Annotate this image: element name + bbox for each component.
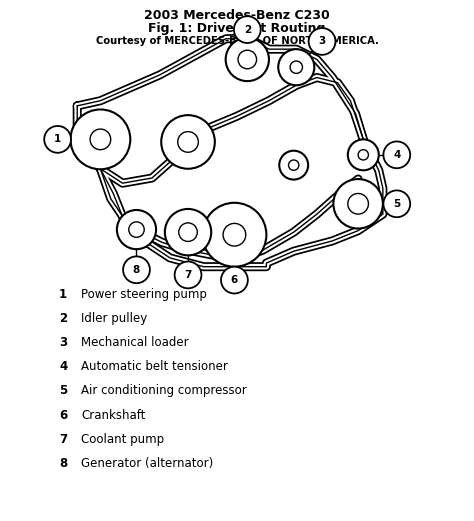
Circle shape — [226, 38, 269, 81]
Circle shape — [234, 16, 261, 43]
Circle shape — [174, 262, 201, 288]
Text: 5: 5 — [59, 384, 67, 398]
Circle shape — [348, 140, 379, 170]
Text: Generator (alternator): Generator (alternator) — [82, 457, 214, 470]
Text: 4: 4 — [59, 360, 67, 373]
Text: 3: 3 — [319, 36, 326, 46]
Text: 8: 8 — [133, 265, 140, 275]
Text: 5: 5 — [393, 199, 401, 209]
Text: 7: 7 — [59, 433, 67, 446]
Circle shape — [71, 109, 130, 169]
Text: 8: 8 — [59, 457, 67, 470]
Circle shape — [279, 151, 308, 180]
Circle shape — [123, 256, 150, 283]
Circle shape — [383, 190, 410, 217]
Circle shape — [202, 203, 266, 267]
Text: Power steering pump: Power steering pump — [82, 288, 207, 301]
Text: Crankshaft: Crankshaft — [82, 408, 146, 421]
Circle shape — [309, 28, 336, 55]
Text: 7: 7 — [184, 270, 191, 280]
Text: 6: 6 — [59, 408, 67, 421]
Text: Automatic belt tensioner: Automatic belt tensioner — [82, 360, 228, 373]
Circle shape — [333, 179, 383, 229]
Text: Idler pulley: Idler pulley — [82, 312, 147, 325]
Circle shape — [117, 210, 156, 249]
Text: 1: 1 — [59, 288, 67, 301]
Text: 2: 2 — [244, 24, 251, 34]
Text: Fig. 1: Drive Belt Routing: Fig. 1: Drive Belt Routing — [148, 22, 326, 35]
Circle shape — [161, 115, 215, 169]
Text: 6: 6 — [231, 275, 238, 285]
Circle shape — [383, 141, 410, 168]
Circle shape — [221, 267, 248, 293]
Text: 3: 3 — [59, 336, 67, 349]
Circle shape — [165, 209, 211, 255]
Text: 2003 Mercedes-Benz C230: 2003 Mercedes-Benz C230 — [144, 9, 330, 22]
Circle shape — [278, 49, 314, 85]
Text: Coolant pump: Coolant pump — [82, 433, 164, 446]
Text: Air conditioning compressor: Air conditioning compressor — [82, 384, 247, 398]
Circle shape — [44, 126, 71, 153]
Text: Mechanical loader: Mechanical loader — [82, 336, 189, 349]
Text: 1: 1 — [54, 134, 61, 144]
Text: Courtesy of MERCEDES-BENZ OF NORTH AMERICA.: Courtesy of MERCEDES-BENZ OF NORTH AMERI… — [96, 36, 378, 46]
Text: 4: 4 — [393, 150, 401, 160]
Text: 2: 2 — [59, 312, 67, 325]
